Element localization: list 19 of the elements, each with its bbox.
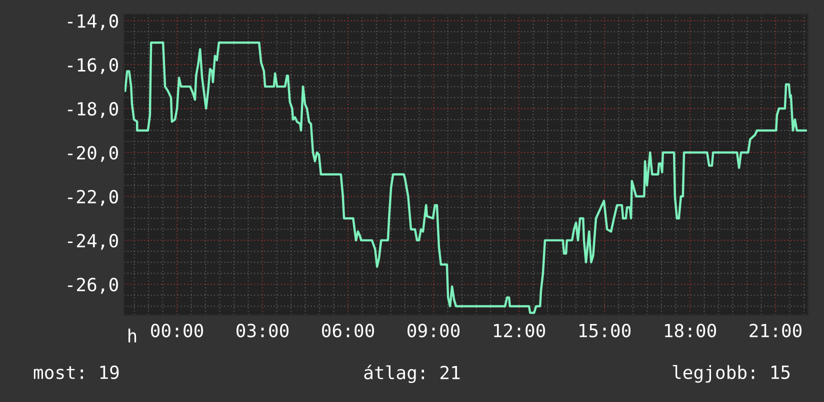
y-tick-label: -22,0 [68,190,118,206]
y-tick-label: -18,0 [68,102,118,118]
y-tick-label: -26,0 [68,278,118,294]
x-tick-label: 15:00 [580,324,631,338]
x-tick-label: 12:00 [494,324,546,338]
text: átlag: 21 [364,364,460,384]
y-tick-label: -16,0 [68,58,118,74]
x-tick-label: 03:00 [236,324,289,338]
x-tick-label: 21:00 [750,324,802,338]
x-tick-label: 00:00 [151,324,204,338]
x-tick-label: 06:00 [322,324,374,338]
x-axis-title: h [128,328,136,342]
text: most: 19 [34,365,119,380]
text: legjobb: 15 [672,365,790,383]
x-tick-label: 09:00 [408,324,460,338]
x-tick-label: 18:00 [665,324,716,338]
y-tick-label: -14,0 [68,14,118,30]
y-tick-label: -24,0 [68,234,118,250]
y-tick-label: -20,0 [68,146,118,162]
